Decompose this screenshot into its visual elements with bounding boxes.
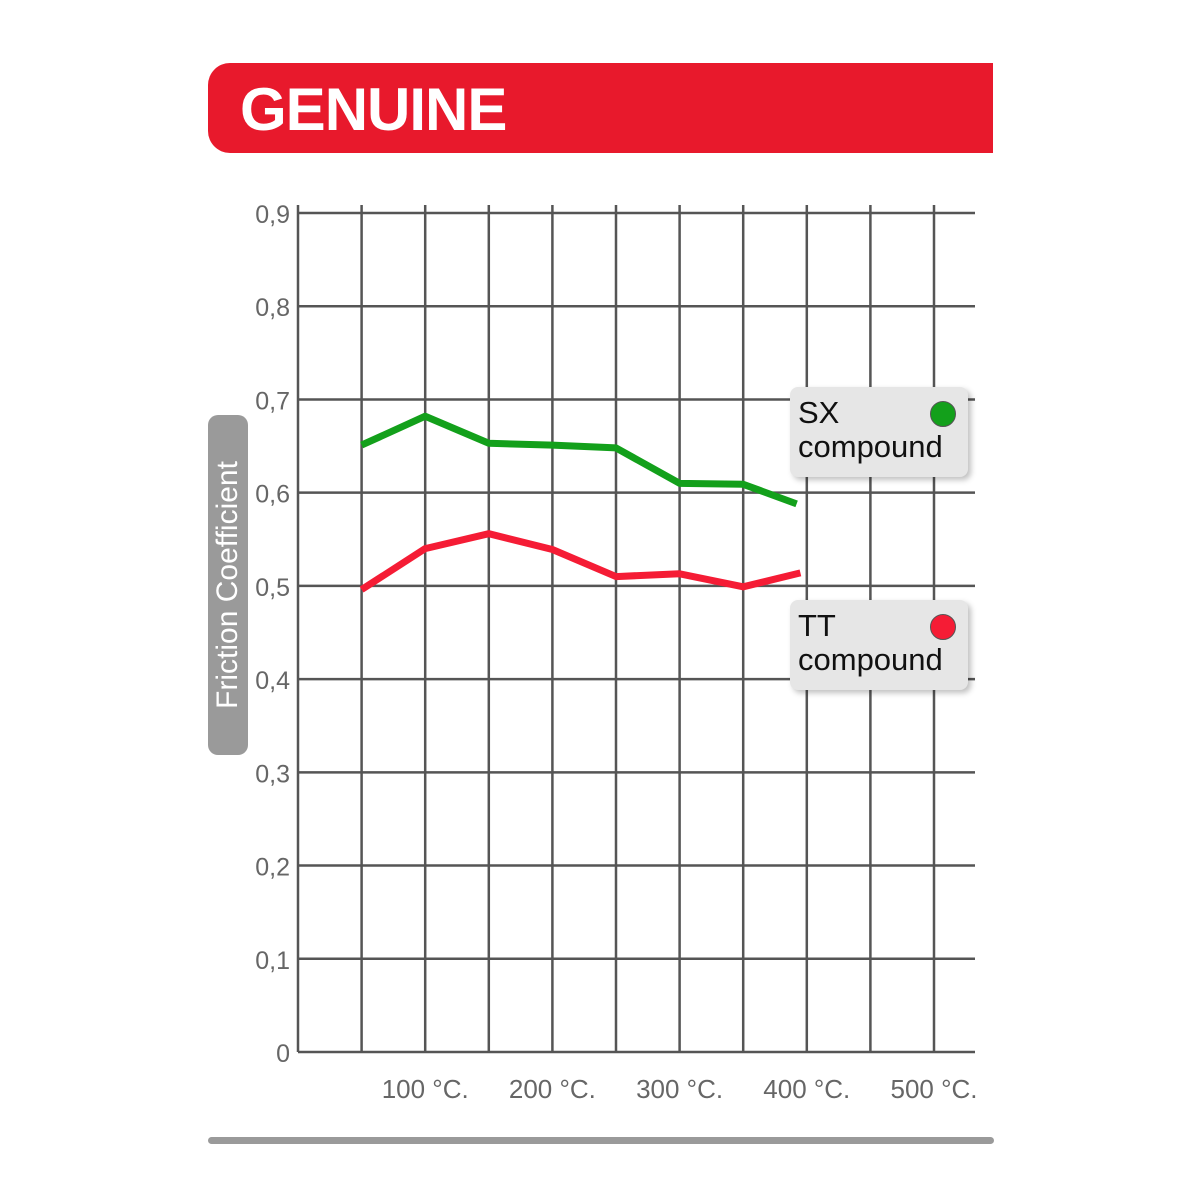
legend-item-sx: SX compound bbox=[790, 387, 968, 477]
y-tick-label: 0,8 bbox=[255, 294, 290, 322]
legend-dot-icon bbox=[930, 401, 956, 427]
y-tick-label: 0,2 bbox=[255, 854, 290, 882]
header-banner: GENUINE bbox=[208, 63, 993, 153]
y-tick-label: 0,9 bbox=[255, 201, 290, 229]
footer-divider bbox=[208, 1137, 994, 1144]
y-tick-label: 0 bbox=[276, 1040, 290, 1068]
x-tick-label: 200 °C. bbox=[509, 1074, 596, 1104]
y-axis-label-pill: Friction Coefficient bbox=[208, 415, 248, 755]
x-tick-label: 100 °C. bbox=[382, 1074, 469, 1104]
series-line-tt bbox=[359, 530, 802, 593]
x-tick-label: 500 °C. bbox=[890, 1074, 977, 1104]
y-tick-label: 0,4 bbox=[255, 667, 290, 695]
legend-name: TT bbox=[798, 608, 836, 643]
legend-dot-icon bbox=[930, 614, 956, 640]
y-tick-label: 0,3 bbox=[255, 760, 290, 788]
y-tick-label: 0,6 bbox=[255, 481, 290, 509]
x-tick-label: 400 °C. bbox=[763, 1074, 850, 1104]
series-line-sx bbox=[360, 412, 798, 508]
legend-item-tt: TT compound bbox=[790, 600, 968, 690]
y-tick-label: 0,1 bbox=[255, 947, 290, 975]
x-tick-label: 300 °C. bbox=[636, 1074, 723, 1104]
header-title: GENUINE bbox=[240, 76, 507, 143]
legend-sub: compound bbox=[798, 642, 943, 677]
legend-name: SX bbox=[798, 395, 840, 430]
y-tick-label: 0,7 bbox=[255, 387, 290, 415]
legend-sub: compound bbox=[798, 429, 943, 464]
y-tick-label: 0,5 bbox=[255, 574, 290, 602]
